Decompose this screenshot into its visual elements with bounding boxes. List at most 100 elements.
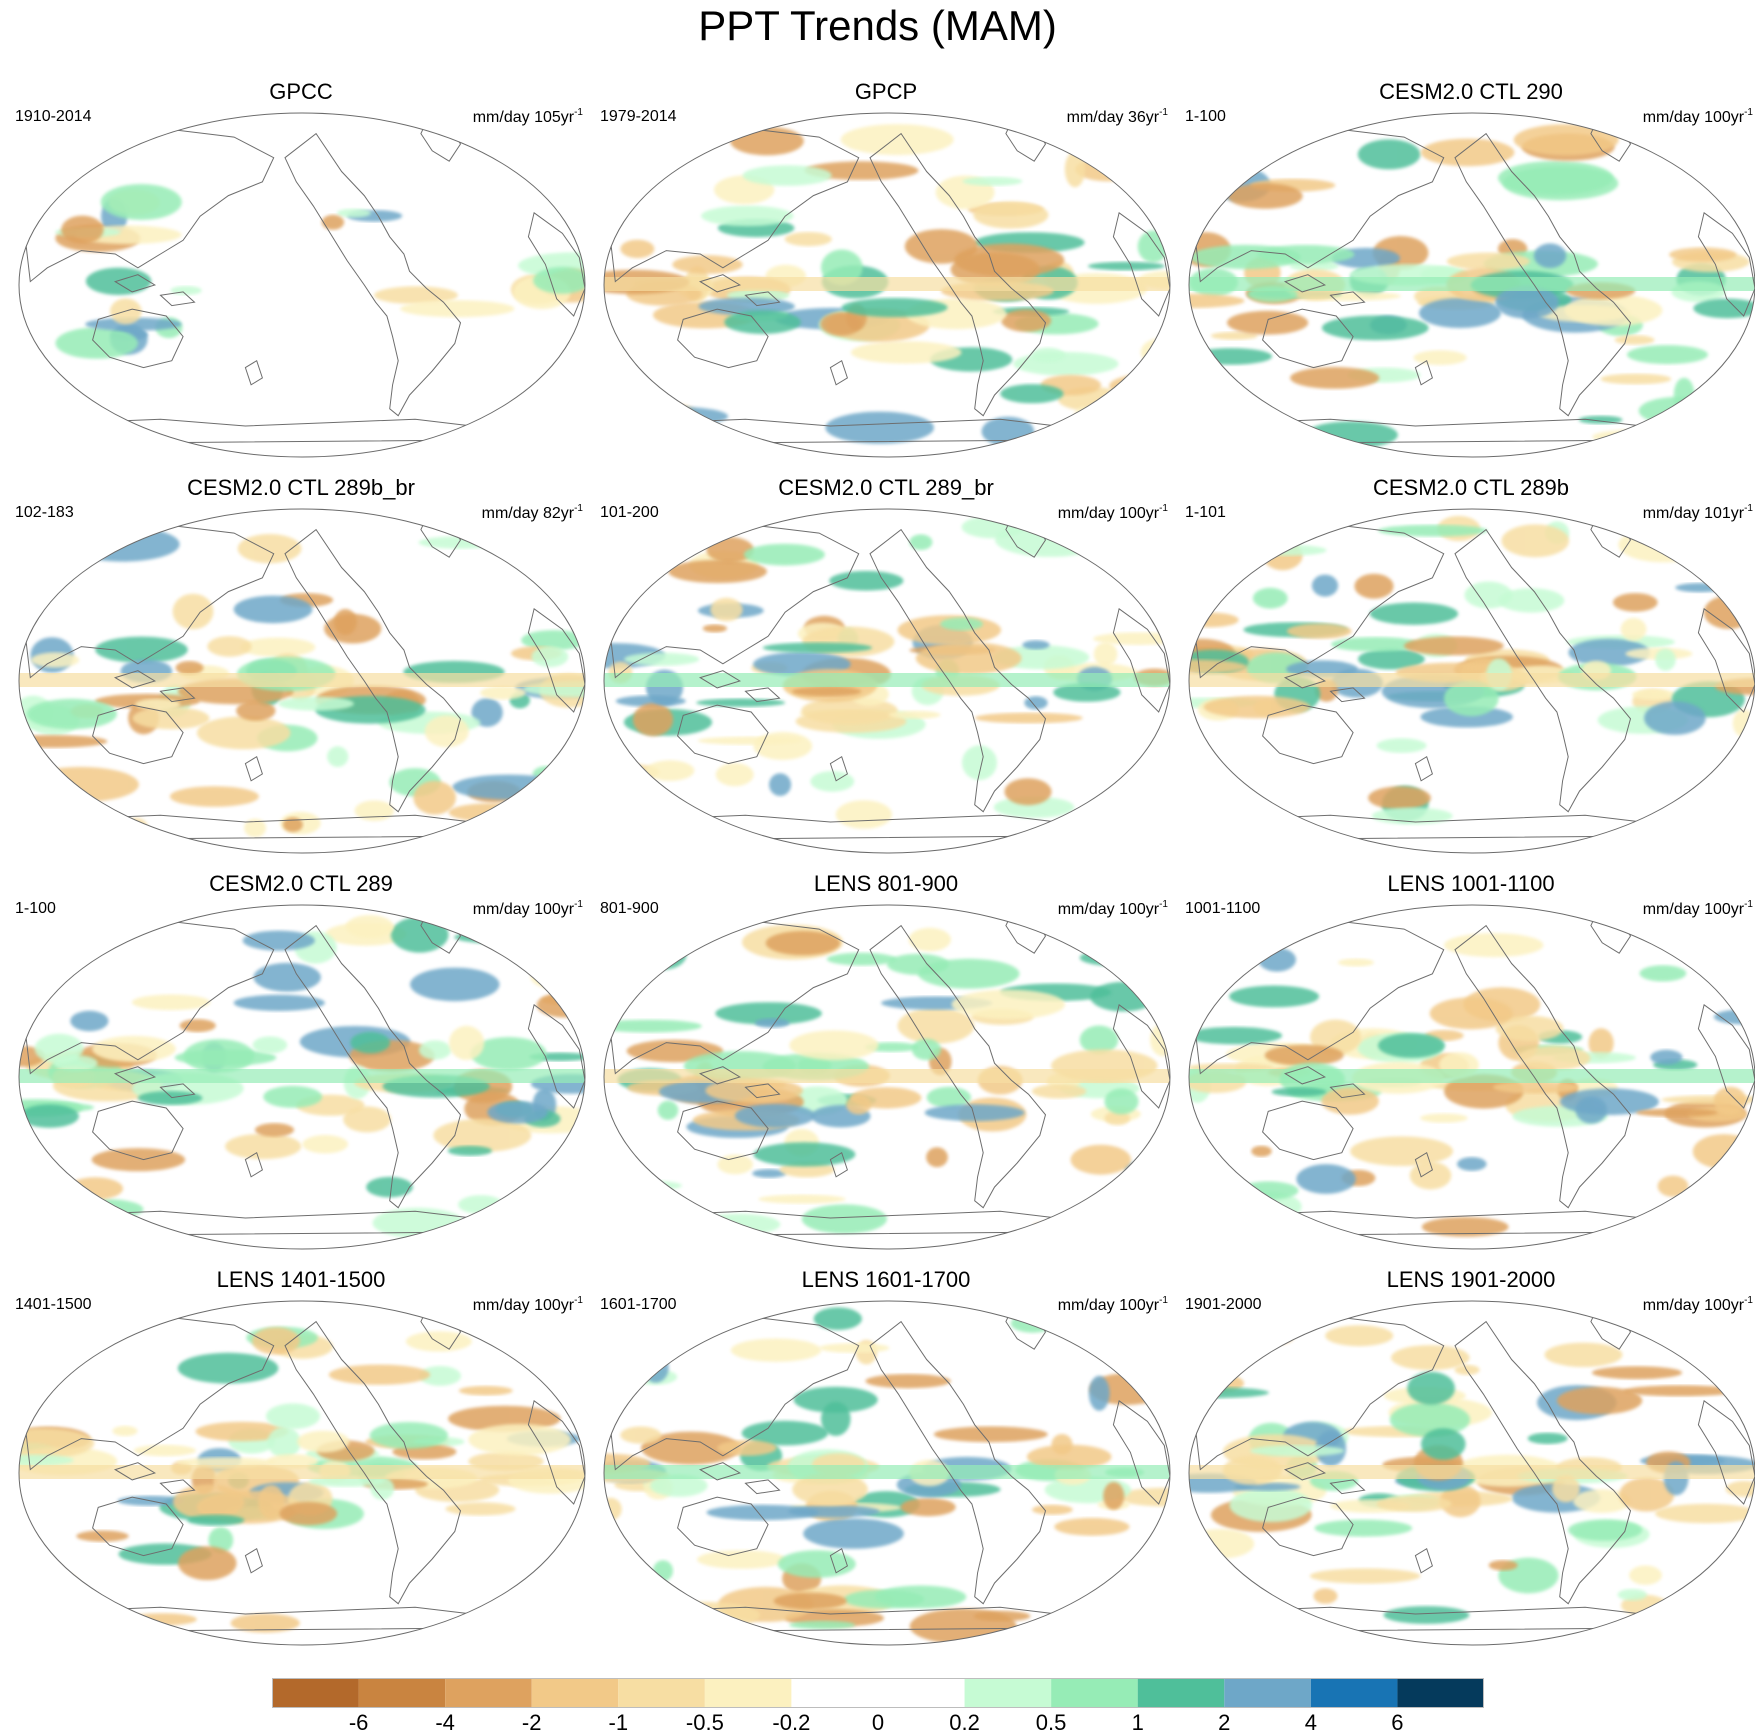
coastline <box>1697 1399 1755 1505</box>
trend-anomaly <box>1331 637 1421 652</box>
trend-anomaly <box>1578 415 1623 424</box>
trend-anomaly <box>334 609 357 635</box>
map-panel: CESM2.0 CTL 289b_br 102-183 mm/day 82yr-1 <box>9 475 593 855</box>
equatorial-band <box>604 1465 1170 1479</box>
trend-map <box>1188 508 1755 854</box>
trend-anomaly <box>177 1352 279 1384</box>
trend-anomaly <box>1313 1588 1338 1604</box>
trend-anomaly <box>1588 1028 1614 1059</box>
panel-units-text: mm/day 100yr <box>472 901 575 918</box>
panel-units: mm/day 100yr-1 <box>1058 895 1168 920</box>
map-panel: CESM2.0 CTL 289 1-100 mm/day 100yr-1 <box>9 871 593 1251</box>
globe-outline <box>18 904 586 1250</box>
trend-anomaly <box>562 958 585 986</box>
coastlines <box>609 913 1170 1236</box>
trend-anomaly <box>1000 384 1064 404</box>
trend-anomaly <box>1104 1088 1139 1115</box>
trend-anomaly <box>1189 1529 1255 1559</box>
trend-anomaly <box>841 298 948 317</box>
equatorial-band <box>1189 673 1755 687</box>
coastline <box>1697 1003 1755 1109</box>
trend-anomaly <box>825 411 934 444</box>
panel-title: GPCC <box>269 79 333 104</box>
trend-anomaly <box>821 249 863 286</box>
trend-anomaly <box>1527 1432 1568 1445</box>
trend-anomaly <box>672 255 743 274</box>
map-panel: LENS 1001-1100 1001-1100 mm/day 100yr-1 <box>1179 871 1755 1251</box>
panel-period: 1-100 <box>15 900 56 917</box>
coastline <box>1454 528 1632 813</box>
trend-anomaly <box>328 1364 431 1385</box>
trend-anomaly <box>742 165 832 186</box>
panel-units-text: mm/day 100yr <box>1057 901 1160 918</box>
coastlines <box>1194 913 1755 1236</box>
trend-anomaly <box>1421 1428 1466 1460</box>
globe-outline <box>1188 904 1755 1250</box>
trend-anomaly <box>1296 1164 1356 1194</box>
trend-anomaly <box>974 712 1083 724</box>
trend-map <box>18 904 586 1250</box>
trend-anomaly <box>1495 1015 1564 1042</box>
trend-anomaly <box>604 1019 702 1033</box>
trend-anomaly <box>1675 583 1725 593</box>
panel-title: CESM2.0 CTL 289_br <box>778 475 994 500</box>
trend-anomaly <box>1635 1108 1718 1117</box>
map-panel: CESM2.0 CTL 289_br 101-200 mm/day 100yr-1 <box>594 475 1178 855</box>
trend-anomaly <box>819 1343 890 1353</box>
trend-map <box>18 112 586 458</box>
trend-anomaly <box>1713 1086 1747 1115</box>
trend-anomaly <box>447 1145 493 1156</box>
trend-anomaly <box>622 128 647 157</box>
coastline <box>698 274 742 293</box>
trend-anomaly <box>91 1148 186 1172</box>
trend-anomaly <box>1389 1402 1470 1437</box>
trend-anomaly <box>1440 1484 1481 1518</box>
colorbar-swatch <box>704 1678 792 1708</box>
trend-anomaly <box>336 208 371 218</box>
trend-anomaly <box>233 595 313 624</box>
trend-anomaly <box>195 1421 289 1442</box>
trend-anomaly <box>683 1611 726 1644</box>
trend-anomaly <box>657 1100 679 1120</box>
globe-outline <box>603 1300 1171 1646</box>
coastline <box>1414 1547 1433 1574</box>
globe-outline <box>1188 112 1755 458</box>
coastline <box>744 687 781 703</box>
trend-anomaly <box>706 537 754 563</box>
trend-anomaly <box>1612 593 1658 612</box>
trend-anomaly <box>741 1420 829 1446</box>
trend-anomaly <box>302 1135 349 1154</box>
panel-units-exponent: -1 <box>1744 899 1753 910</box>
coastline <box>284 1320 462 1605</box>
coastline <box>244 359 263 386</box>
coastline <box>113 1462 157 1481</box>
trend-anomaly <box>1495 286 1559 319</box>
coastline <box>744 1083 781 1099</box>
trend-anomaly <box>962 176 1023 186</box>
panel-title: LENS 1001-1100 <box>1387 871 1555 896</box>
trend-anomaly <box>973 201 1049 229</box>
trend-anomaly <box>1144 756 1170 769</box>
panel-units-exponent: -1 <box>1159 503 1168 514</box>
trend-anomaly <box>632 703 674 737</box>
trend-anomaly <box>792 686 862 697</box>
colorbar-swatch <box>878 1678 965 1708</box>
trend-anomaly <box>758 1194 846 1204</box>
panel-units-text: mm/day 36yr <box>1066 109 1160 126</box>
trend-anomaly <box>236 700 276 721</box>
coastline <box>284 924 462 1209</box>
colorbar-swatch <box>272 1678 359 1708</box>
coastline <box>1262 308 1354 369</box>
trend-anomaly <box>1271 1087 1327 1097</box>
trend-anomaly <box>19 524 74 546</box>
panel-period: 1401-1500 <box>15 1296 92 1313</box>
coastline <box>1112 211 1170 317</box>
trend-anomaly <box>1103 1184 1170 1195</box>
trend-anomaly <box>1407 1371 1455 1405</box>
trend-anomaly <box>433 1118 532 1152</box>
coastline <box>244 1547 263 1574</box>
panel-units-text: mm/day 100yr <box>1057 505 1160 522</box>
coastline <box>677 704 769 765</box>
trend-anomaly <box>792 1473 868 1506</box>
trend-anomaly <box>911 1038 941 1061</box>
